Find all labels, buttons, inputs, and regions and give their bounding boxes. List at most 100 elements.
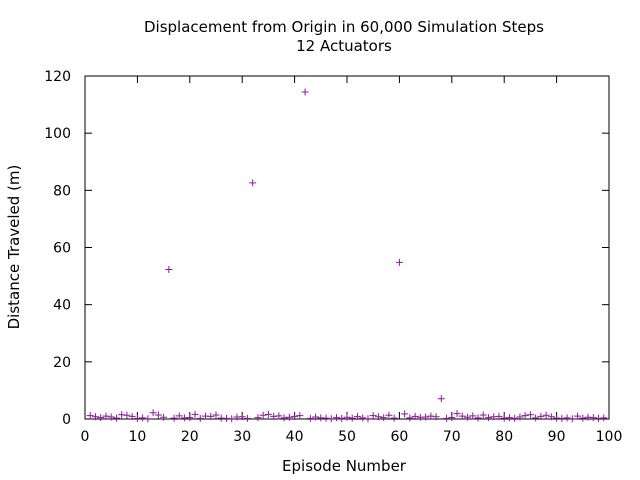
data-point (196, 414, 204, 422)
data-point (464, 413, 472, 421)
data-point (458, 412, 466, 420)
x-tick-label: 70 (443, 429, 461, 445)
data-point (154, 411, 162, 419)
data-point (505, 414, 513, 422)
data-point (495, 412, 503, 420)
x-tick-label: 60 (390, 429, 408, 445)
data-point (306, 414, 314, 422)
data-point (207, 412, 215, 420)
data-point (275, 412, 283, 420)
data-point (437, 395, 445, 403)
data-point (600, 414, 608, 422)
data-point (191, 410, 199, 418)
data-point (86, 412, 94, 420)
data-point (270, 412, 278, 420)
y-axis-label: Distance Traveled (m) (5, 165, 23, 330)
x-axis-label: Episode Number (282, 457, 407, 475)
data-point (118, 411, 126, 419)
y-tick-label: 120 (44, 69, 71, 85)
data-point (422, 413, 430, 421)
data-point (589, 414, 597, 422)
data-point (443, 414, 451, 422)
data-point (238, 413, 246, 421)
data-point (102, 412, 110, 420)
data-point (259, 411, 267, 419)
data-point (390, 414, 398, 422)
data-point (353, 412, 361, 420)
data-point (128, 412, 136, 420)
y-tick-label: 40 (53, 298, 71, 314)
data-point (139, 414, 147, 422)
data-point (537, 412, 545, 420)
data-point (532, 414, 540, 422)
x-tick-label: 50 (338, 429, 356, 445)
x-tick-label: 10 (128, 429, 146, 445)
data-point (563, 414, 571, 422)
data-point (385, 411, 393, 419)
data-point (479, 411, 487, 419)
data-point (333, 414, 341, 422)
data-point (291, 412, 299, 420)
x-tick-label: 30 (233, 429, 251, 445)
data-point (144, 415, 152, 423)
data-point (542, 411, 550, 419)
data-point (432, 413, 440, 421)
data-point (249, 179, 257, 187)
data-point (97, 414, 105, 422)
y-tick-label: 20 (53, 355, 71, 371)
data-point (338, 414, 346, 422)
data-point (212, 411, 220, 419)
x-tick-label: 20 (181, 429, 199, 445)
x-tick-label: 90 (548, 429, 566, 445)
x-tick-label: 80 (495, 429, 513, 445)
data-point (254, 414, 262, 422)
data-point (343, 413, 351, 421)
data-point (133, 414, 141, 422)
data-point (322, 414, 330, 422)
data-point (453, 410, 461, 418)
data-point (401, 410, 409, 418)
x-tick-label: 100 (596, 429, 623, 445)
data-point (228, 415, 236, 423)
data-point (427, 412, 435, 420)
data-point (574, 412, 582, 420)
data-point (595, 414, 603, 422)
data-point (327, 415, 335, 423)
data-point (579, 414, 587, 422)
data-point (469, 412, 477, 420)
data-point (312, 413, 320, 421)
data-point (411, 412, 419, 420)
axis-ticks: 0 10 20 30 40 50 60 70 80 90 100 0 20 40 60 80 100 120 (44, 69, 622, 445)
data-point (359, 414, 367, 422)
data-point (516, 413, 524, 421)
data-point (526, 411, 534, 419)
data-point (285, 413, 293, 421)
data-point (280, 414, 288, 422)
data-point (568, 415, 576, 423)
data-point (165, 266, 173, 274)
data-point (149, 409, 157, 417)
y-tick-label: 0 (62, 412, 71, 428)
data-point (369, 412, 377, 420)
data-point (395, 258, 403, 266)
data-point (170, 414, 178, 422)
data-point (243, 414, 251, 422)
y-tick-label: 80 (53, 183, 71, 199)
data-point (112, 414, 120, 422)
chart-title: Displacement from Origin in 60,000 Simul… (144, 18, 544, 36)
data-point (474, 414, 482, 422)
data-points (86, 88, 608, 423)
data-point (547, 413, 555, 421)
chart-subtitle: 12 Actuators (296, 37, 392, 55)
data-point (186, 414, 194, 422)
data-point (406, 414, 414, 422)
x-tick-label: 0 (81, 429, 90, 445)
data-point (448, 414, 456, 422)
data-point (348, 414, 356, 422)
data-point (558, 414, 566, 422)
data-point (521, 412, 529, 420)
data-point (91, 413, 99, 421)
data-point (264, 410, 272, 418)
plot-frame (84, 75, 610, 420)
data-point (296, 412, 304, 420)
